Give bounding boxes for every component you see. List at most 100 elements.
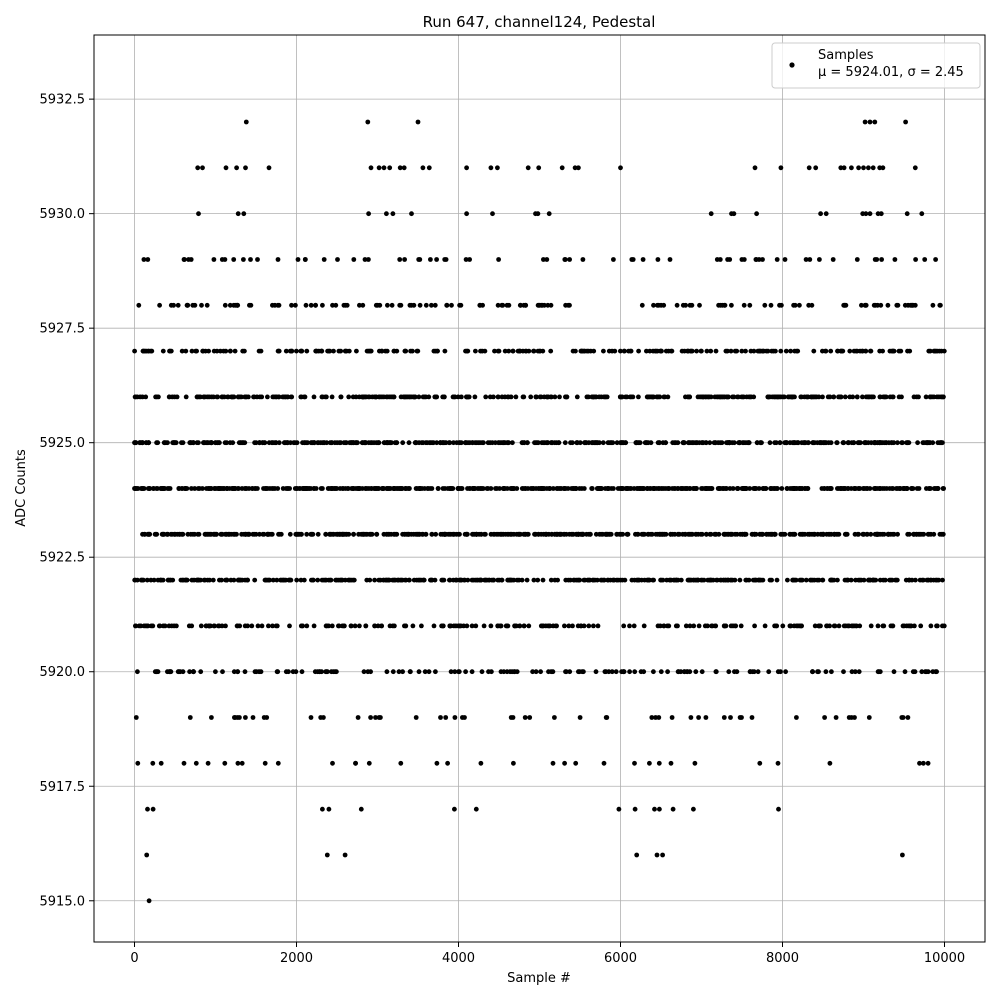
data-point <box>198 623 204 629</box>
data-point <box>816 623 822 629</box>
data-point <box>935 623 940 629</box>
data-point <box>709 486 714 491</box>
data-point <box>139 486 145 491</box>
data-point <box>624 531 630 537</box>
data-point <box>647 486 653 491</box>
data-point <box>803 257 809 262</box>
data-point <box>478 760 484 766</box>
data-point <box>392 623 397 629</box>
data-point <box>882 440 887 446</box>
data-point <box>829 577 835 583</box>
data-point <box>209 715 214 720</box>
data-point <box>133 715 139 720</box>
data-point <box>702 623 708 629</box>
data-point <box>749 715 755 720</box>
data-point <box>833 715 839 720</box>
data-point <box>683 302 688 308</box>
data-point <box>880 165 886 171</box>
data-point <box>621 669 626 675</box>
data-point <box>384 669 390 675</box>
data-point <box>909 302 915 308</box>
x-tick-label: 0 <box>130 951 138 966</box>
data-point <box>376 165 382 171</box>
data-point <box>562 257 568 262</box>
data-point <box>722 302 728 308</box>
data-point <box>899 394 904 400</box>
data-point <box>398 577 404 583</box>
data-point <box>821 531 826 537</box>
data-point <box>854 394 860 400</box>
data-point <box>150 806 156 812</box>
data-point <box>397 165 403 171</box>
data-point <box>747 394 753 400</box>
data-point <box>333 302 339 308</box>
data-point <box>355 715 361 720</box>
data-point <box>690 440 696 446</box>
data-point <box>298 577 304 583</box>
data-point <box>351 577 357 583</box>
data-point <box>526 348 532 354</box>
data-point <box>852 715 857 720</box>
data-point <box>877 394 883 400</box>
data-point <box>384 348 390 354</box>
data-point <box>211 348 217 354</box>
data-point <box>790 577 796 583</box>
data-point <box>655 257 661 262</box>
data-point <box>189 486 194 491</box>
data-point <box>791 531 796 537</box>
data-point <box>754 211 759 217</box>
data-point <box>166 623 172 629</box>
data-point <box>931 577 936 583</box>
data-point <box>894 577 900 583</box>
data-point <box>768 486 773 491</box>
data-point <box>196 211 201 217</box>
data-point <box>687 302 693 308</box>
data-point <box>683 531 688 537</box>
y-tick-label: 5917.5 <box>40 780 86 795</box>
data-point <box>658 348 664 354</box>
data-point <box>552 715 557 720</box>
data-point <box>828 348 834 354</box>
data-point <box>315 531 321 537</box>
data-point <box>844 531 849 537</box>
data-point <box>416 669 422 675</box>
data-point <box>523 531 528 537</box>
data-point <box>231 577 237 583</box>
data-point <box>921 440 927 446</box>
data-point <box>934 577 940 583</box>
data-point <box>791 440 797 446</box>
data-point <box>921 577 926 583</box>
data-point <box>154 669 160 675</box>
data-point <box>762 623 768 629</box>
data-point <box>681 440 687 446</box>
data-point <box>867 211 873 217</box>
data-point <box>647 348 653 354</box>
data-point <box>930 302 936 308</box>
data-point <box>715 577 720 583</box>
data-point <box>323 577 329 583</box>
data-point <box>265 531 271 537</box>
data-point <box>592 577 598 583</box>
data-point <box>643 440 649 446</box>
data-point <box>357 302 362 308</box>
data-point <box>232 486 237 491</box>
data-point <box>284 394 290 400</box>
data-point <box>878 302 884 308</box>
data-point <box>323 623 329 629</box>
data-point <box>464 165 469 171</box>
data-point <box>474 577 480 583</box>
data-point <box>857 623 863 629</box>
data-point <box>683 623 689 629</box>
data-point <box>366 257 371 262</box>
data-point <box>527 715 533 720</box>
data-point <box>133 440 139 446</box>
data-point <box>666 486 672 491</box>
data-point <box>196 531 202 537</box>
data-point <box>368 715 373 720</box>
data-point <box>686 531 692 537</box>
data-point <box>334 669 339 675</box>
legend-series-label: Samples <box>818 48 874 63</box>
data-point <box>633 440 639 446</box>
data-point <box>448 669 454 675</box>
data-point <box>773 394 779 400</box>
